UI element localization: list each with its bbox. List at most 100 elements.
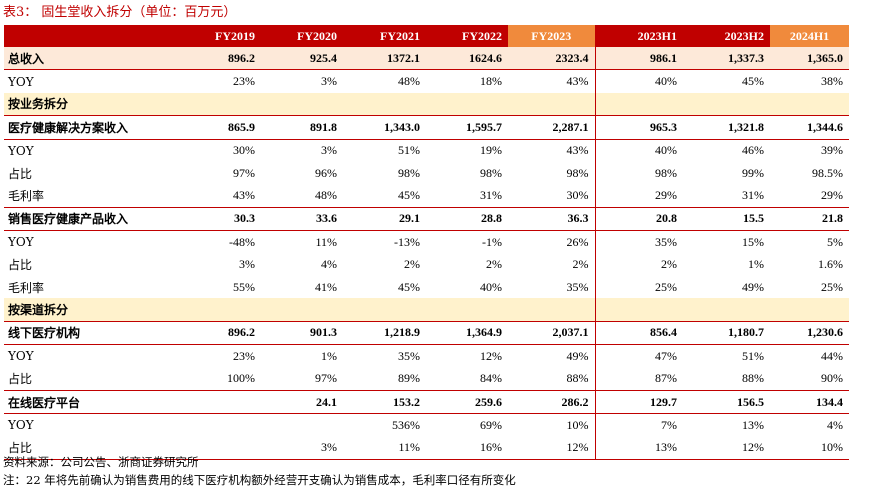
section-row: 按渠道拆分 bbox=[4, 298, 849, 322]
table-cell: 98% bbox=[398, 165, 420, 180]
table-cell: 12% bbox=[508, 436, 595, 461]
revenue-breakdown-table: FY2019 FY2020 FY2021 FY2022 FY2023 2023H… bbox=[4, 25, 849, 461]
table-cell: 29% bbox=[821, 188, 843, 203]
table-cell: 10% bbox=[566, 417, 589, 432]
table-cell: 49% bbox=[566, 348, 589, 363]
table-cell: 43% bbox=[566, 74, 589, 89]
table-cell: 536% bbox=[392, 417, 420, 432]
table-cell: 13% bbox=[594, 436, 683, 461]
table-cell: 1% bbox=[748, 257, 764, 272]
table-cell bbox=[343, 92, 426, 117]
table-cell: 15.5 bbox=[683, 206, 770, 232]
header-cell-label bbox=[4, 25, 185, 47]
table-cell bbox=[426, 92, 508, 117]
row-label: YOY bbox=[8, 418, 34, 433]
table-cell: 1,364.9 bbox=[426, 321, 508, 346]
table-cell: 43% bbox=[233, 188, 255, 203]
table-cell: 30% bbox=[566, 188, 589, 203]
header-cell-fy2020: FY2020 bbox=[261, 25, 343, 47]
table-cell: 7% bbox=[594, 413, 683, 437]
table-cell: 41% bbox=[315, 279, 337, 294]
row-label: 毛利率 bbox=[8, 280, 45, 295]
table-cell bbox=[594, 92, 683, 117]
header-cell-2024h1: 2024H1 bbox=[770, 25, 849, 47]
table-cell: 2,037.1 bbox=[508, 321, 595, 346]
table-cell: -1% bbox=[482, 234, 502, 249]
table-cell: 98% bbox=[594, 161, 683, 185]
table-cell: 16% bbox=[426, 436, 508, 461]
table-cell: 55% bbox=[233, 279, 255, 294]
table-cell: 69% bbox=[480, 417, 502, 432]
table-cell bbox=[683, 92, 770, 117]
table-cell: 129.7 bbox=[594, 389, 683, 415]
table-row: 销售医疗健康产品收入 30.3 33.6 29.1 28.8 36.3 20.8 15.5 21… bbox=[4, 206, 849, 232]
row-label: 医疗健康解决方案收入 bbox=[4, 115, 185, 140]
table-cell: 39% bbox=[821, 143, 843, 158]
table-cell: 84% bbox=[480, 371, 502, 386]
table-cell: 35% bbox=[398, 348, 420, 363]
table-cell: 11% bbox=[343, 436, 426, 461]
table-cell: 49% bbox=[742, 279, 764, 294]
table-cell: 19% bbox=[480, 143, 502, 158]
row-label: 占比 bbox=[8, 166, 33, 181]
table-cell: 23% bbox=[233, 348, 255, 363]
table-row: 毛利率 55% 41% 45% 40% 35% 25% 49% 25% bbox=[4, 275, 849, 299]
row-label: 占比 bbox=[8, 258, 33, 273]
table-cell: 43% bbox=[566, 143, 589, 158]
table-cell: 51% bbox=[742, 348, 764, 363]
table-cell: 36.3 bbox=[508, 206, 595, 232]
table-cell bbox=[261, 92, 343, 117]
table-cell: 1,337.3 bbox=[683, 47, 770, 71]
row-label: YOY bbox=[8, 349, 34, 364]
row-label: 按业务拆分 bbox=[4, 92, 185, 117]
table-cell: 21.8 bbox=[770, 206, 849, 232]
table-cell bbox=[770, 298, 849, 322]
table-cell: 89% bbox=[398, 371, 420, 386]
table-row: 占比 3% 4% 2% 2% 2% 2% 1% 1.6% bbox=[4, 253, 849, 276]
table-cell: 3% bbox=[321, 74, 337, 89]
table-row: YOY 23% 3% 48% 18% 43% 40% 45% 38% bbox=[4, 69, 849, 93]
table-cell: 2% bbox=[486, 257, 502, 272]
table-cell: 30.3 bbox=[185, 206, 261, 232]
table-cell: 11% bbox=[315, 234, 337, 249]
table-cell: 259.6 bbox=[426, 389, 508, 415]
table-cell: 98% bbox=[566, 165, 589, 180]
table-cell: 1% bbox=[321, 348, 337, 363]
table-cell: 98.5% bbox=[812, 165, 843, 180]
table-cell: 3% bbox=[321, 143, 337, 158]
table-cell: 2% bbox=[572, 257, 589, 272]
table-cell: 96% bbox=[315, 165, 337, 180]
table-cell: 31% bbox=[480, 188, 502, 203]
table-cell: 901.3 bbox=[261, 321, 343, 346]
row-label: 占比 bbox=[4, 436, 185, 461]
table-cell: 865.9 bbox=[185, 115, 261, 140]
table-cell bbox=[185, 436, 261, 461]
table-cell bbox=[261, 298, 343, 322]
table-cell: 2,287.1 bbox=[508, 115, 595, 140]
table-cell: 925.4 bbox=[261, 47, 343, 71]
row-label: 总收入 bbox=[4, 47, 185, 71]
header-row: FY2019 FY2020 FY2021 FY2022 FY2023 2023H… bbox=[4, 25, 849, 47]
table-cell: 153.2 bbox=[343, 389, 426, 415]
table-cell: 5% bbox=[827, 234, 843, 249]
header-cell-fy2023: FY2023 bbox=[508, 25, 595, 47]
row-label: 线下医疗机构 bbox=[4, 321, 185, 346]
table-cell: 13% bbox=[742, 417, 764, 432]
table-cell: -48% bbox=[229, 234, 255, 249]
table-cell: 44% bbox=[821, 348, 843, 363]
table-cell: 3% bbox=[239, 257, 255, 272]
table-cell: 30% bbox=[233, 143, 255, 158]
table-cell: 28.8 bbox=[426, 206, 508, 232]
table-row: 线下医疗机构 896.2 901.3 1,218.9 1,364.9 2,037.1 856… bbox=[4, 321, 849, 346]
table-cell: 45% bbox=[398, 279, 420, 294]
footnote: 注：22 年将先前确认为销售费用的线下医疗机构额外经营开支确认为销售成本，毛利率… bbox=[3, 473, 516, 487]
table-title: 表3： 固生堂收入拆分（单位：百万元） bbox=[3, 5, 237, 20]
row-label: 毛利率 bbox=[8, 189, 45, 204]
table-cell: 1,344.6 bbox=[770, 115, 849, 140]
table-row: 毛利率 43% 48% 45% 31% 30% 29% 31% 29% bbox=[4, 184, 849, 208]
table-cell: 3% bbox=[261, 436, 343, 461]
table-cell: 33.6 bbox=[261, 206, 343, 232]
table-cell: 2% bbox=[404, 257, 420, 272]
table-cell: 10% bbox=[770, 436, 849, 461]
table-cell: 12% bbox=[480, 348, 502, 363]
